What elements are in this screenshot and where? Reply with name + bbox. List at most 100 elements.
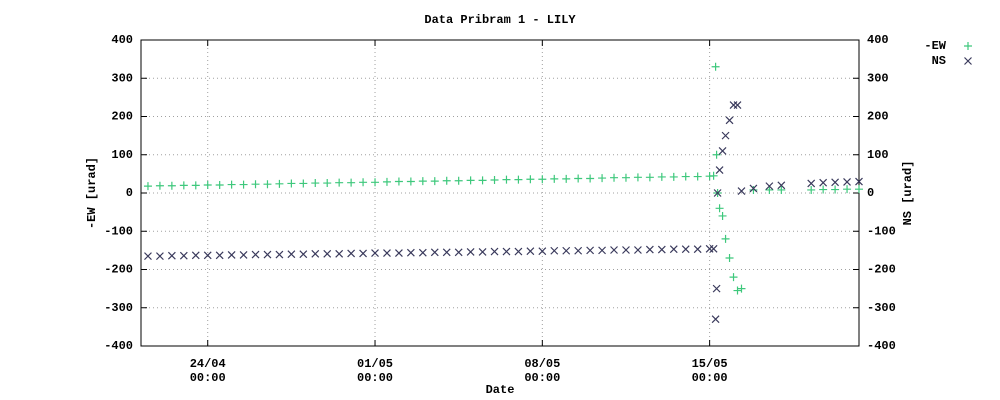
- data-point: [765, 182, 774, 191]
- data-point: [562, 246, 571, 255]
- data-point: [622, 246, 630, 254]
- data-point: [712, 284, 721, 293]
- data-point: [454, 176, 463, 185]
- y2-tick-label: -300: [867, 301, 896, 315]
- data-point: [725, 116, 734, 125]
- data-point: [765, 185, 774, 194]
- y-tick-label: -100: [104, 224, 133, 238]
- data-point: [610, 246, 618, 254]
- data-point: [478, 247, 487, 256]
- data-point: [251, 250, 260, 259]
- data-point: [718, 211, 727, 220]
- data-point: [251, 180, 260, 189]
- data-point: [749, 185, 758, 194]
- data-point: [657, 245, 666, 254]
- legend-label: NS: [932, 54, 946, 68]
- data-point: [430, 248, 439, 257]
- data-point: [733, 286, 742, 295]
- y-tick-label: 100: [111, 148, 133, 162]
- y2-tick-label: 400: [867, 33, 889, 47]
- x-tick-label: 01/05 00:00: [357, 357, 393, 385]
- data-point: [843, 185, 852, 194]
- data-point: [713, 189, 722, 197]
- data-point: [562, 174, 571, 183]
- data-point: [335, 249, 344, 258]
- data-point: [855, 185, 863, 194]
- y2-axis-label: NS [urad]: [901, 161, 915, 226]
- data-point: [831, 185, 840, 194]
- data-point: [729, 273, 738, 282]
- data-point: [454, 248, 463, 257]
- data-point: [645, 245, 654, 254]
- data-point: [191, 181, 200, 190]
- data-point: [383, 249, 391, 257]
- y2-tick-label: -400: [867, 339, 896, 353]
- data-point: [359, 249, 367, 258]
- data-point: [215, 180, 224, 189]
- data-point: [598, 246, 606, 255]
- data-point: [610, 173, 619, 182]
- data-point: [538, 247, 547, 256]
- data-point: [311, 249, 320, 258]
- data-point: [681, 172, 690, 181]
- data-point: [179, 251, 188, 260]
- data-point: [725, 254, 734, 263]
- data-point: [466, 247, 475, 256]
- data-point: [729, 101, 738, 109]
- data-point: [574, 246, 583, 255]
- chart-title: Data Pribram 1 - LILY: [424, 13, 576, 27]
- x-tick-label: 08/05 00:00: [524, 357, 560, 385]
- data-point: [514, 247, 523, 256]
- data-point: [275, 250, 284, 259]
- data-point: [807, 185, 816, 194]
- y2-tick-label: 300: [867, 71, 889, 85]
- y-tick-label: 300: [111, 71, 133, 85]
- y2-tick-label: -100: [867, 224, 896, 238]
- data-point: [394, 249, 403, 257]
- legend-marker: [964, 42, 972, 50]
- data-point: [715, 166, 724, 174]
- data-point: [335, 178, 344, 187]
- data-point: [645, 173, 654, 182]
- y-tick-label: 200: [111, 110, 133, 124]
- data-point: [733, 101, 742, 109]
- y-tick-label: -200: [104, 263, 133, 277]
- data-point: [819, 185, 828, 194]
- data-point: [526, 175, 535, 184]
- data-point: [502, 247, 511, 256]
- data-point: [371, 178, 380, 187]
- y-tick-label: 400: [111, 33, 133, 47]
- data-point: [418, 177, 427, 186]
- data-point: [807, 179, 816, 188]
- data-point: [287, 179, 296, 188]
- y-tick-label: -300: [104, 301, 133, 315]
- data-point: [669, 245, 678, 254]
- data-point: [586, 246, 595, 255]
- data-point: [287, 250, 296, 259]
- data-point: [586, 174, 595, 183]
- data-point: [749, 184, 758, 193]
- data-point: [382, 177, 391, 186]
- y-axis-label: -EW [urad]: [85, 157, 99, 229]
- legend-marker: [964, 57, 972, 65]
- data-point: [737, 284, 746, 293]
- data-point: [715, 204, 724, 213]
- data-point: [718, 147, 727, 155]
- data-point: [275, 179, 284, 188]
- data-point: [693, 245, 702, 254]
- y-tick-label: 0: [126, 186, 133, 200]
- data-point: [394, 177, 403, 186]
- y-tick-label: -400: [104, 339, 133, 353]
- data-point: [502, 175, 511, 184]
- data-point: [323, 179, 332, 188]
- y2-tick-label: 200: [867, 110, 889, 124]
- y2-tick-label: 0: [867, 186, 874, 200]
- data-point: [263, 180, 272, 189]
- data-point: [239, 251, 248, 259]
- data-point: [263, 250, 272, 259]
- data-point: [299, 179, 308, 188]
- data-point: [490, 247, 499, 256]
- data-point: [227, 251, 236, 259]
- data-point: [657, 172, 666, 181]
